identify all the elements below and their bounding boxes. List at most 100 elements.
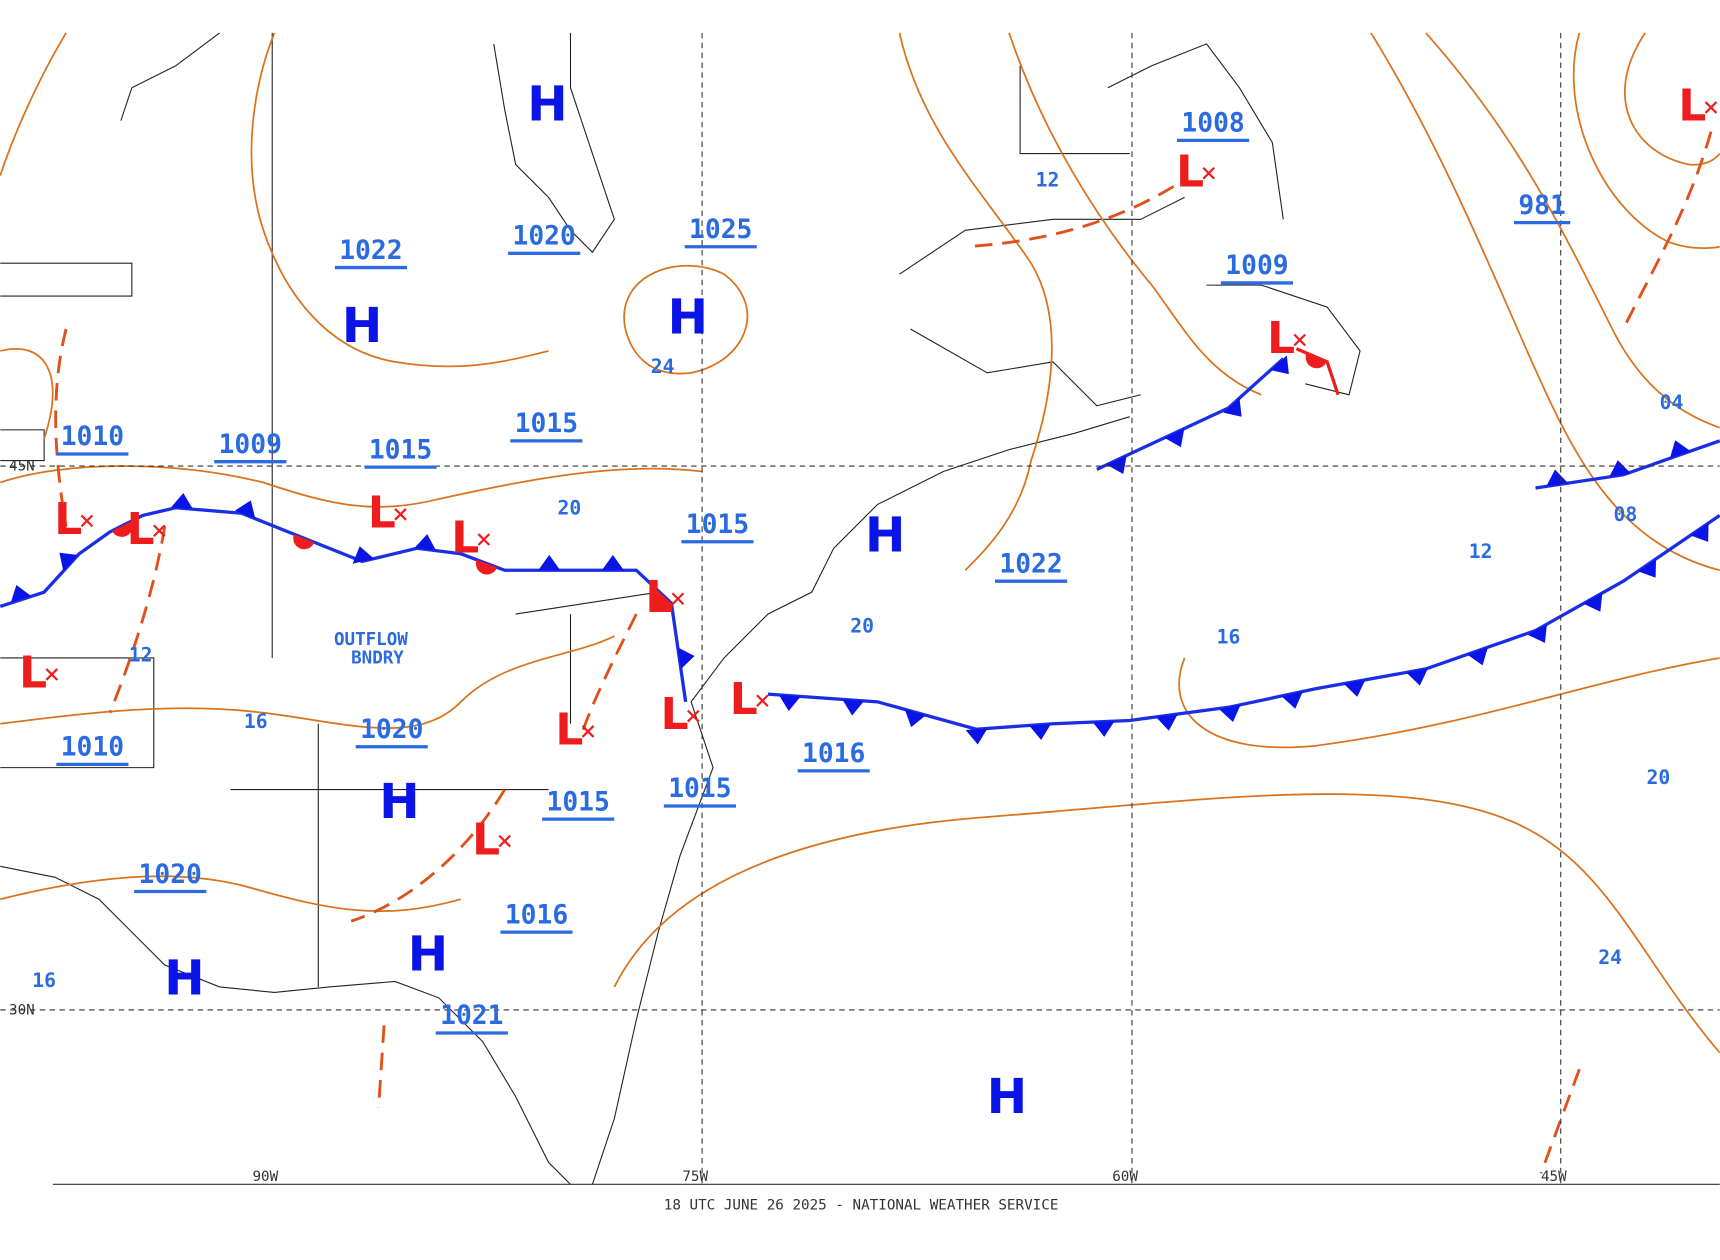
high-center: H <box>527 77 567 133</box>
cold-symbol <box>538 554 561 571</box>
low-center: L <box>472 814 500 865</box>
coastlines <box>0 32 1361 1185</box>
pressure-label: 1021 <box>440 1001 503 1031</box>
isobar-label: 16 <box>1217 626 1241 649</box>
cold-symbol <box>1669 440 1691 459</box>
cold-symbol <box>842 699 865 716</box>
warm-symbol <box>293 534 315 550</box>
pressure-label: 981 <box>1518 191 1566 221</box>
low-marker <box>687 709 700 723</box>
isobar-label: 20 <box>1646 766 1670 789</box>
warm-front <box>1295 347 1340 396</box>
low-marker <box>477 533 491 546</box>
isobar-label: 24 <box>1598 946 1622 969</box>
cold-symbol <box>1527 624 1547 643</box>
cold-symbol <box>1164 428 1185 448</box>
isobar-label: 24 <box>651 355 675 378</box>
lon-label: 90W <box>252 1169 278 1185</box>
cold-symbol <box>778 694 801 711</box>
cold-symbol <box>1343 679 1366 697</box>
low-marker <box>80 514 94 528</box>
low-center: L <box>730 674 758 725</box>
isobars <box>0 32 1720 1054</box>
pressure-label: 1010 <box>61 733 124 763</box>
pressure-label: 1015 <box>668 774 731 804</box>
lon-label: 75W <box>682 1169 708 1185</box>
isobar-label: 08 <box>1614 503 1638 526</box>
low-marker <box>671 592 685 606</box>
pressure-label: 1015 <box>547 787 610 817</box>
isobar-label: 12 <box>129 643 153 666</box>
lon-label: 45W <box>1541 1169 1567 1185</box>
warm-symbol <box>1305 353 1327 369</box>
pressure-label: 1020 <box>513 222 576 252</box>
cold-symbol <box>414 534 437 551</box>
low-center: L <box>661 689 689 740</box>
cold-symbol <box>352 546 374 564</box>
pressure-label: 1020 <box>139 860 202 890</box>
low-marker <box>394 508 407 521</box>
warm-symbol <box>475 559 498 575</box>
isobar-label: 04 <box>1660 391 1684 414</box>
low-center: L <box>645 572 673 623</box>
warm-symbol <box>111 521 133 537</box>
cold-front <box>1096 357 1285 471</box>
isobar-label: 20 <box>850 615 874 638</box>
fronts <box>0 347 1720 745</box>
cold-symbol <box>1609 460 1631 477</box>
cold-symbol <box>234 500 256 519</box>
cold-symbol <box>1546 469 1569 487</box>
cold-symbol <box>1281 691 1303 709</box>
cold-symbol <box>1583 592 1603 612</box>
cold-symbol <box>1637 558 1657 578</box>
low-marker <box>756 694 769 707</box>
low-center: L <box>1176 146 1204 197</box>
isobar-label: 12 <box>1036 168 1060 191</box>
cold-symbol <box>1219 704 1241 723</box>
lat-label: 30N <box>9 1002 35 1018</box>
pressure-label: 1016 <box>505 900 568 930</box>
isobar-label: 20 <box>558 496 582 519</box>
warm-symbol <box>654 590 674 609</box>
high-center: H <box>668 289 708 345</box>
low-center: L <box>368 487 396 538</box>
cold-symbol <box>965 728 988 745</box>
pressure-label: 1010 <box>61 422 124 452</box>
cold-symbol <box>1223 397 1242 417</box>
pressure-label: 1015 <box>686 510 749 540</box>
high-center: H <box>865 508 905 564</box>
isobar-label: 16 <box>244 710 268 733</box>
low-marker <box>1202 167 1215 180</box>
isobar-label: 12 <box>1469 540 1493 563</box>
high-center: H <box>408 926 448 982</box>
pressure-label: 1025 <box>689 215 752 245</box>
pressure-label: 1015 <box>515 409 578 439</box>
high-center: H <box>164 951 204 1007</box>
cold-symbol <box>10 585 32 604</box>
pressure-label: 1008 <box>1181 109 1244 139</box>
cold-symbol <box>904 709 926 728</box>
cold-symbol <box>1155 714 1178 731</box>
low-marker <box>153 524 166 538</box>
lat-label: 45N <box>9 458 35 474</box>
high-center: H <box>379 774 419 830</box>
cold-symbol <box>677 647 695 670</box>
low-center: L <box>555 705 583 756</box>
cold-symbol <box>1029 723 1052 740</box>
cold-symbol <box>1406 668 1428 686</box>
low-marker <box>581 725 595 738</box>
lat-lon-grid <box>0 32 1720 1185</box>
isobar-label: 16 <box>32 969 56 992</box>
pressure-label: 1022 <box>339 236 402 266</box>
annotation: OUTFLOW <box>334 630 408 650</box>
low-center: L <box>451 513 479 564</box>
low-marker <box>1704 101 1718 114</box>
high-center: H <box>987 1069 1027 1125</box>
labels: 45N 30N 90W 75W 60W 45W 18 UTC JUNE 26 2… <box>9 77 1718 1214</box>
cold-symbol <box>1092 721 1115 737</box>
footer: 18 UTC JUNE 26 2025 - NATIONAL WEATHER S… <box>664 1198 1059 1214</box>
cold-symbol <box>1270 355 1289 375</box>
lon-label: 60W <box>1112 1169 1138 1185</box>
cold-symbol <box>1690 523 1709 542</box>
